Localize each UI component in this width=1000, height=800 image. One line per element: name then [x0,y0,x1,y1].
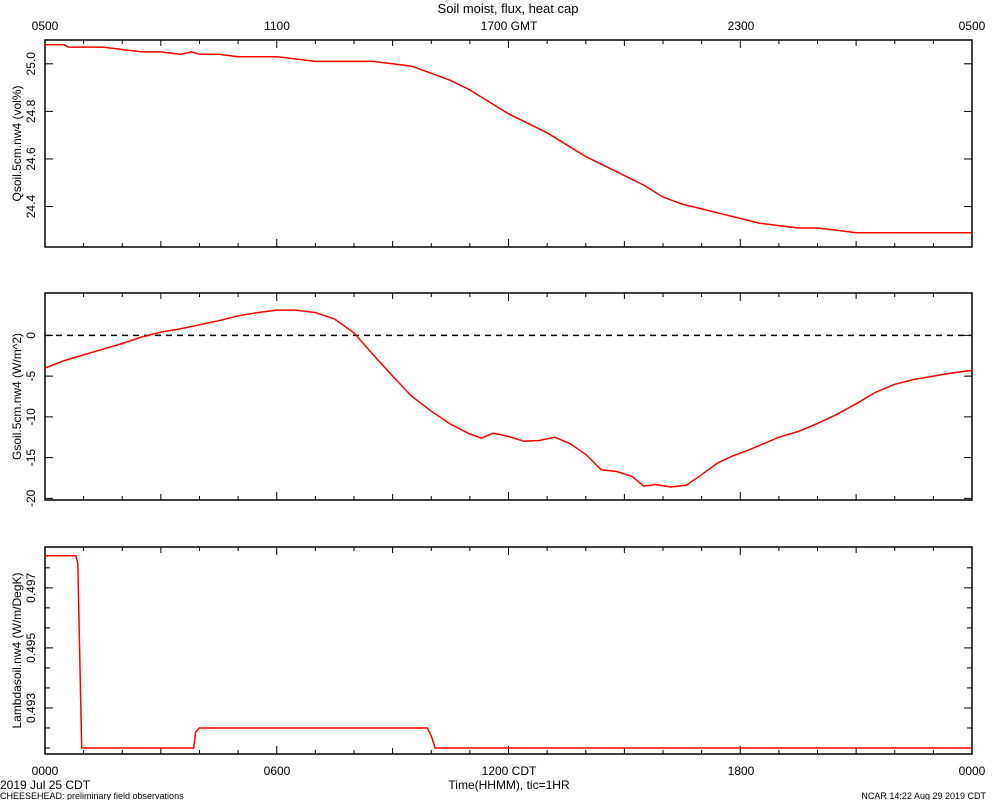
chart-title: Soil moist, flux, heat cap [438,1,579,16]
top-tick-label: 2300 [728,19,755,33]
y-tick-label: -5 [24,370,38,381]
y-tick-label: 0.493 [24,693,38,723]
top-axis-ticklabels: 0500 1100 1700 GMT 2300 0500 [32,19,986,33]
bottom-tick-label: 1200 CDT [482,764,537,778]
plot-frame [44,292,973,501]
y-axis-label: Qsoil.5cm.nw4 (vol%) [10,85,24,201]
y-axis-label: Gsoil.5cm.nw4 (W/m^2) [10,333,24,460]
y-tick-label: 0.495 [24,633,38,663]
top-tick-label: 0500 [32,19,59,33]
plot-frame [44,39,973,248]
top-tick-label: 0500 [959,19,986,33]
bottom-tick-label: 0600 [264,764,291,778]
footer-right: NCAR 14:22 Aug 29 2019 CDT [861,791,986,800]
y-tick-label: 24.6 [24,147,38,171]
y-axis-label: Lambdasoil.nw4 (W/m/DegK) [10,572,24,728]
bottom-tick-label: 1800 [728,764,755,778]
bottom-tick-label: 0000 [959,764,986,778]
y-tick-label: 24.8 [24,99,38,123]
series-line [45,555,972,749]
y-tick-label: 0.497 [24,572,38,602]
top-tick-label: 1100 [264,19,290,33]
series-line [45,44,972,234]
x-axis-label: Time(HHMM), tic=1HR [448,778,570,792]
y-tick-label: 25.0 [24,52,38,76]
bottom-tick-label: 0000 [32,764,59,778]
y-tick-label: -15 [24,449,38,467]
bottom-axis-ticklabels: 0000 0600 1200 CDT 1800 0000 [32,764,986,778]
top-tick-label: 1700 GMT [481,19,538,33]
date-label: 2019 Jul 25 CDT [0,778,91,792]
plot-frame [44,546,973,755]
y-tick-label: 0 [24,332,38,339]
footer-left: CHEESEHEAD: preliminary field observatio… [0,791,184,800]
y-tick-label: -20 [24,489,38,507]
y-tick-label: -10 [24,408,38,426]
series-line [44,309,973,488]
y-tick-label: 24.4 [24,195,38,219]
